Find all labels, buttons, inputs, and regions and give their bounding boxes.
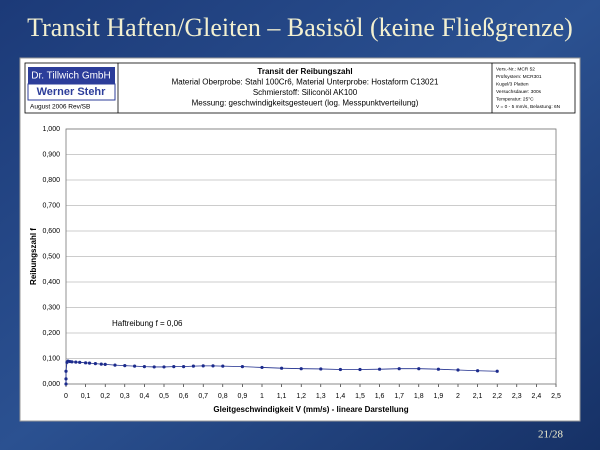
x-tick-label: 0,6 [179,393,189,400]
x-tick-label: 1,8 [414,393,424,400]
y-tick-label: 0,500 [42,253,60,260]
data-point [358,367,362,372]
data-point [378,367,382,371]
x-tick-label: 0,7 [198,393,208,400]
data-point [417,367,421,371]
data-point [211,364,215,368]
info-line: Versuchsdauer: 300s [496,89,542,95]
data-point [113,363,117,367]
header-line: Material Oberprobe: Stahl 100Cr6, Materi… [172,78,439,87]
y-tick-label: 1,000 [42,126,60,133]
x-tick-label: 1,4 [336,393,346,400]
x-tick-label: 1,9 [434,393,444,400]
info-line: V = 0 - 5 mm/s, Belastung: 6N [496,104,561,110]
data-point [495,369,499,373]
x-tick-label: 1,7 [394,393,404,400]
x-tick-label: 1,2 [296,393,306,400]
data-point [338,367,342,372]
data-point [191,364,195,368]
y-tick-label: 0,000 [42,381,60,388]
data-point [476,369,480,373]
data-point [162,365,166,369]
data-point [142,365,146,369]
x-tick-label: 2,3 [512,393,522,400]
data-point [152,365,156,369]
y-tick-label: 0,700 [42,202,60,209]
data-point [260,365,264,370]
x-tick-label: 2,2 [492,393,502,400]
data-point [319,367,323,371]
x-tick-label: 0,2 [100,393,110,400]
data-point [87,361,92,365]
logo-top-bg [28,67,115,84]
x-tick-label: 1,3 [316,393,326,400]
x-tick-label: 0,9 [238,393,248,400]
series-line [65,360,498,384]
logo-top: Dr. Tillwich GmbH [31,71,110,82]
x-tick-label: 0 [64,393,68,400]
x-tick-label: 0,5 [159,393,169,400]
data-point [103,362,107,366]
y-tick-label: 0,800 [42,177,60,184]
data-point [78,360,82,364]
y-tick-label: 0,600 [42,228,60,235]
info-line: Vers.-Nr.: MCR 52 [496,66,535,72]
annotation: Haftreibung f = 0,06 [112,319,183,328]
y-tick-label: 0,300 [42,304,60,311]
data-point [299,367,303,371]
data-point [280,366,284,370]
data-point [133,364,137,368]
y-tick-label: 0,200 [42,330,60,337]
data-point [436,367,440,371]
y-tick-label: 0,900 [42,151,60,158]
plot-area [65,128,557,385]
info-line: Temperatur: 25°C [496,96,534,102]
panel [19,57,581,422]
x-tick-label: 0,8 [218,393,228,400]
data-point [397,367,401,371]
info-line: Prüfsystem: MCR301 [496,74,542,80]
slide-number: 21/28 [538,429,564,441]
data-point [172,365,176,369]
y-axis-label: Reibungszahl f [29,228,38,285]
logo-bottom: Werner Stehr [37,86,107,98]
data-point [93,362,97,366]
x-tick-label: 0,1 [81,393,91,400]
header-line: Messung: geschwindigkeitsgesteuert (log.… [192,99,419,108]
logo-bottom-bg [27,83,116,101]
x-tick-label: 1,6 [375,393,385,400]
slide-title: Transit Haften/Gleiten – Basisöl (keine … [27,13,573,42]
data-point [456,368,460,372]
x-tick-label: 2 [456,393,460,400]
data-point [240,365,244,369]
x-tick-label: 2,4 [532,393,542,400]
x-tick-label: 0,4 [140,393,150,400]
data-point [84,361,88,365]
date: August 2006 Rev/SB [30,104,90,111]
data-point [64,377,68,381]
data-point [70,360,74,364]
x-tick-label: 2,1 [473,393,483,400]
header-line: Schmierstoff: Siliconöl AK100 [253,88,358,97]
x-tick-label: 2,5 [551,393,561,400]
header-box [24,62,576,114]
data-point [99,362,103,366]
y-tick-label: 0,100 [42,355,60,362]
x-axis-label: Gleitgeschwindigkeit V (mm/s) - lineare … [213,405,408,414]
data-point [123,364,127,368]
data-point [201,364,205,368]
header-title: Transit der Reibungszahl [257,67,352,76]
y-tick-label: 0,400 [42,279,60,286]
data-point [64,382,68,386]
x-tick-label: 0,3 [120,393,130,400]
data-point [64,369,68,373]
x-tick-label: 1,5 [355,393,365,400]
x-tick-label: 1,1 [277,393,287,400]
info-line: Kugel/3 Platten [496,81,529,87]
x-tick-label: 1 [260,393,264,400]
data-point [182,365,186,369]
data-point [74,360,78,364]
data-point [221,364,225,368]
